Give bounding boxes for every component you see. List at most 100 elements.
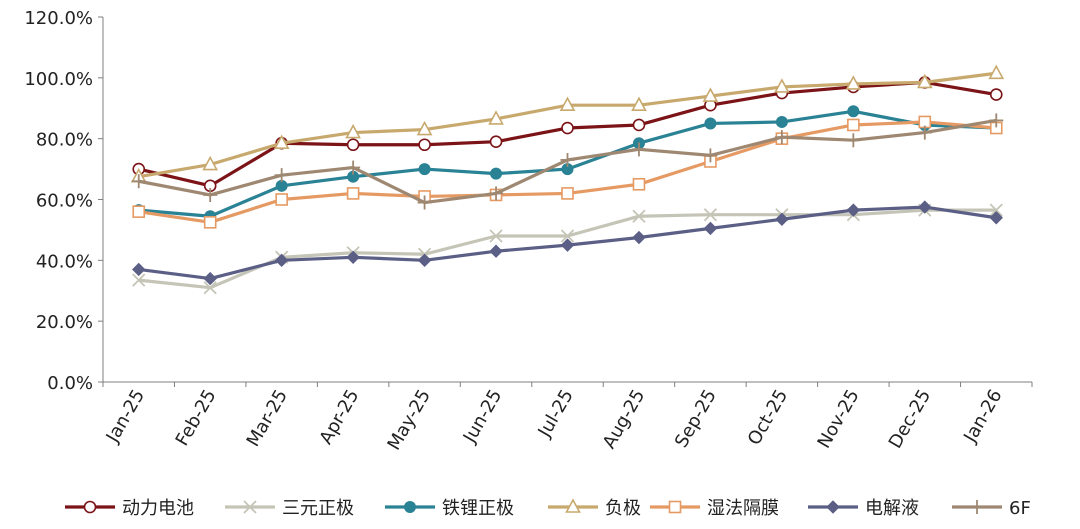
data-point	[988, 64, 1005, 80]
x-tick-label: Sep-25	[671, 386, 721, 451]
legend-marker	[83, 500, 97, 514]
x-tick-label: Apr-25	[316, 386, 364, 448]
data-point	[489, 244, 503, 258]
data-point	[417, 253, 432, 268]
x-tick-label: Jan-25	[102, 386, 149, 447]
data-point	[132, 205, 146, 218]
data-point	[846, 203, 861, 217]
series-3	[132, 105, 1003, 223]
data-point	[775, 115, 788, 128]
data-point	[418, 138, 431, 152]
legend-item: 负极	[548, 498, 641, 519]
legend-item: 6F	[952, 498, 1031, 519]
data-point	[560, 229, 575, 243]
legend-item: 动力电池	[65, 498, 194, 519]
x-tick-label: Feb-25	[172, 386, 221, 450]
x-tick-label: Oct-25	[744, 386, 792, 449]
data-point	[418, 163, 431, 176]
data-point	[203, 187, 218, 202]
data-point	[561, 121, 574, 135]
legend-item: 三元正极	[225, 498, 354, 519]
y-tick-label: 40.0%	[36, 251, 93, 272]
legend-marker	[404, 501, 416, 513]
data-point	[560, 238, 575, 252]
data-point	[631, 96, 647, 112]
data-point	[346, 138, 360, 152]
data-point	[345, 123, 361, 139]
y-tick-label: 120.0%	[24, 8, 93, 29]
legend: 动力电池 三元正极 铁锂正极 负极 湿法隔膜 电解液 6F	[65, 498, 1031, 519]
data-point	[703, 148, 718, 163]
x-tick-label: Jul-25	[534, 386, 578, 442]
data-point	[131, 174, 146, 189]
data-point	[132, 273, 146, 287]
data-point	[916, 73, 933, 89]
legend-marker	[826, 500, 840, 514]
legend-label: 湿法隔膜	[707, 498, 779, 519]
data-point	[845, 75, 862, 90]
data-point	[132, 262, 146, 277]
x-tick-label: May-25	[384, 386, 435, 454]
data-point	[273, 134, 290, 150]
y-tick-label: 20.0%	[36, 312, 93, 333]
x-tick-label: Jun-25	[459, 386, 506, 447]
legend-label: 6F	[1009, 498, 1031, 519]
data-point	[631, 142, 646, 157]
data-point	[274, 253, 289, 268]
data-point	[346, 160, 361, 175]
x-tick-label: Mar-25	[243, 386, 292, 450]
data-point	[774, 130, 789, 145]
data-point	[417, 195, 432, 210]
legend-marker	[243, 500, 257, 514]
data-point	[703, 208, 718, 222]
data-point	[846, 133, 861, 148]
legend-marker	[668, 500, 682, 514]
data-point	[203, 271, 217, 286]
data-point	[203, 216, 217, 229]
data-point	[416, 120, 433, 136]
y-tick-label: 80.0%	[36, 130, 93, 151]
data-point	[489, 186, 504, 201]
series-6	[132, 200, 1003, 286]
data-point	[346, 250, 360, 264]
data-point	[632, 230, 646, 245]
data-point	[704, 117, 717, 130]
data-point	[561, 187, 574, 200]
data-point	[775, 212, 789, 226]
series-7	[131, 113, 1004, 210]
data-point	[632, 118, 646, 132]
data-point	[275, 193, 288, 206]
legend-label: 三元正极	[282, 498, 354, 519]
data-point	[847, 118, 860, 132]
legend-item: 湿法隔膜	[650, 498, 779, 519]
data-point	[918, 200, 932, 214]
data-point	[202, 155, 219, 171]
data-point	[632, 209, 646, 223]
data-point	[559, 96, 576, 112]
x-tick-label: Nov-25	[813, 386, 863, 452]
legend-label: 动力电池	[122, 498, 194, 519]
series-4	[130, 64, 1005, 183]
legend-label: 电解液	[865, 498, 919, 519]
data-point	[489, 135, 503, 149]
data-point	[488, 110, 504, 125]
data-point	[989, 211, 1003, 225]
data-point	[560, 152, 575, 167]
legend-item: 铁锂正极	[385, 498, 514, 519]
data-point	[774, 78, 790, 93]
data-point	[632, 177, 646, 191]
legend-label: 铁锂正极	[442, 498, 514, 519]
data-point	[274, 168, 289, 183]
y-tick-label: 100.0%	[24, 69, 93, 90]
y-tick-label: 60.0%	[36, 191, 93, 212]
x-tick-label: Dec-25	[885, 386, 935, 452]
data-point	[989, 203, 1003, 217]
x-tick-label: Aug-25	[599, 386, 649, 452]
data-point	[917, 125, 932, 140]
data-point	[702, 87, 719, 102]
data-point	[346, 187, 360, 200]
x-tick-label: Jan-26	[959, 386, 1006, 447]
legend-marker	[970, 500, 984, 514]
